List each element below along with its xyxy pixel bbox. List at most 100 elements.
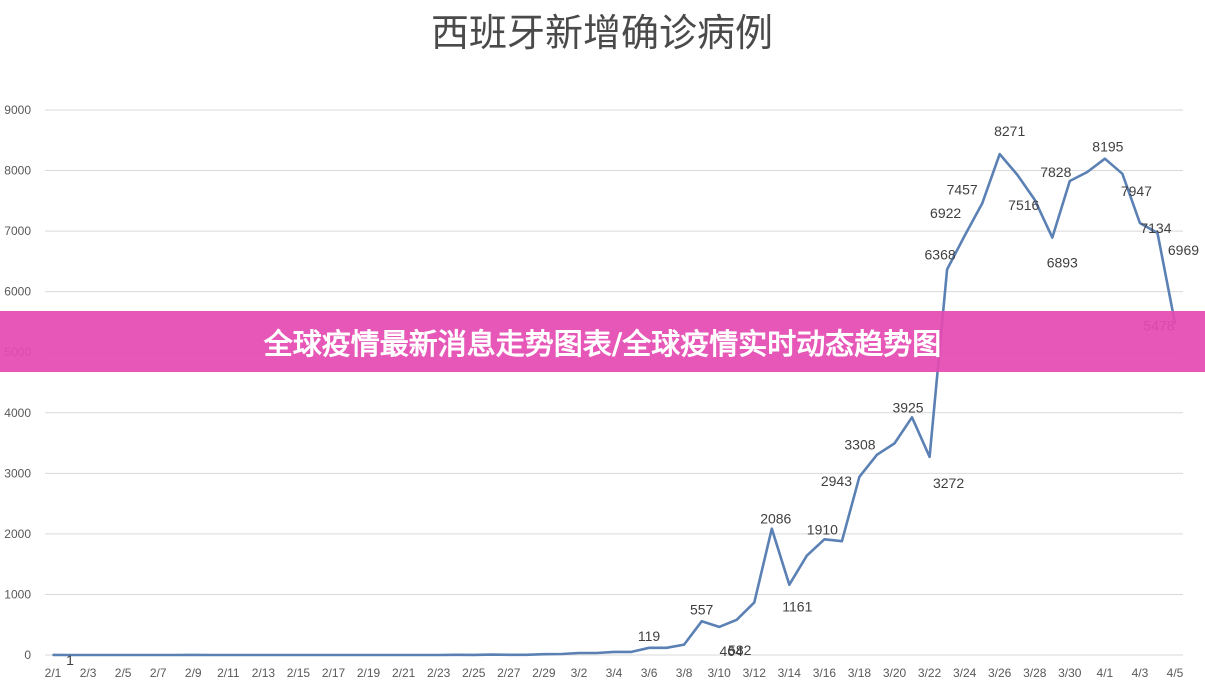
x-axis: 2/1 2/3 2/5 2/7 2/9 2/11 2/13 2/15 2/17 2/19 2/21 2… — [45, 666, 1184, 680]
y-tick-label: 4000 — [4, 406, 31, 420]
y-tick-label: 1000 — [4, 587, 31, 601]
x-tick-label: 3/12 — [743, 666, 767, 680]
y-tick-label: 2000 — [4, 527, 31, 541]
data-point — [1016, 173, 1019, 176]
y-tick-label: 6000 — [4, 285, 31, 299]
data-point — [1156, 232, 1159, 234]
data-point — [788, 583, 791, 586]
y-tick-label: 9000 — [4, 103, 31, 117]
x-tick-label: 2/3 — [80, 666, 97, 680]
y-tick-label: 3000 — [4, 466, 31, 480]
x-tick-label: 3/30 — [1058, 666, 1082, 680]
x-tick-label: 4/5 — [1167, 666, 1184, 680]
data-point — [104, 654, 107, 656]
data-point — [981, 202, 984, 205]
data-point — [963, 234, 966, 237]
data-point — [1051, 236, 1054, 239]
data-point — [174, 654, 177, 656]
x-tick-label: 3/28 — [1023, 666, 1047, 680]
data-point — [139, 654, 142, 656]
data-point — [69, 654, 72, 656]
x-tick-label: 2/13 — [252, 666, 276, 680]
data-point — [402, 654, 405, 656]
data-label: 3925 — [892, 399, 923, 415]
y-axis: 0100020003000400050006000700080009000 — [4, 103, 31, 662]
data-label: 1910 — [807, 521, 838, 537]
data-point — [525, 653, 528, 656]
data-label: 7828 — [1040, 164, 1071, 180]
data-point — [490, 653, 493, 656]
data-point — [455, 653, 458, 656]
data-point — [332, 654, 335, 656]
data-point — [367, 654, 370, 656]
data-point — [946, 268, 948, 271]
x-tick-label: 2/9 — [185, 666, 202, 680]
y-tick-label: 8000 — [4, 164, 31, 178]
data-label: 119 — [638, 628, 661, 644]
data-point — [209, 654, 212, 656]
data-point — [911, 416, 913, 419]
data-label: 1161 — [782, 599, 812, 615]
data-point — [385, 654, 387, 656]
x-tick-label: 2/15 — [287, 666, 311, 680]
x-tick-label: 3/10 — [708, 666, 732, 680]
x-tick-label: 2/25 — [462, 666, 486, 680]
data-point — [595, 652, 598, 654]
data-label: 7134 — [1140, 220, 1171, 236]
data-point — [542, 653, 545, 656]
x-tick-label: 2/7 — [150, 666, 167, 680]
data-point — [1033, 198, 1036, 201]
data-label: 582 — [728, 642, 752, 658]
data-point — [1086, 171, 1089, 173]
x-tick-label: 4/1 — [1097, 666, 1114, 680]
x-tick-label: 3/20 — [883, 666, 907, 680]
x-tick-label: 4/3 — [1132, 666, 1149, 680]
data-label: 6368 — [925, 246, 956, 262]
data-point — [858, 475, 861, 478]
data-point — [507, 653, 510, 656]
data-point — [928, 455, 931, 458]
y-tick-label: 7000 — [4, 224, 31, 238]
data-point — [578, 652, 580, 654]
data-point — [157, 654, 160, 656]
data-point — [613, 650, 615, 653]
x-tick-label: 3/2 — [571, 666, 588, 680]
data-point — [893, 442, 896, 445]
data-label: 3272 — [933, 475, 964, 491]
data-point — [665, 646, 668, 649]
data-point — [315, 654, 317, 656]
x-tick-label: 3/14 — [778, 666, 802, 680]
data-label: 7516 — [1008, 197, 1039, 213]
data-point — [350, 654, 352, 656]
data-point — [280, 654, 282, 656]
data-point — [683, 643, 686, 646]
data-label: 3308 — [844, 437, 875, 453]
data-point — [823, 538, 826, 541]
data-point — [1121, 172, 1124, 175]
data-point — [87, 654, 89, 656]
headline-banner: 全球疫情最新消息走势图表/全球疫情实时动态趋势图 — [0, 311, 1205, 372]
data-point — [805, 554, 808, 557]
data-label: 1 — [66, 652, 74, 668]
y-tick-label: 0 — [24, 648, 31, 662]
data-point — [1139, 222, 1141, 224]
data-point — [841, 540, 843, 543]
x-tick-label: 3/26 — [988, 666, 1012, 680]
x-tick-label: 2/17 — [322, 666, 346, 680]
data-label: 7457 — [947, 181, 978, 197]
x-tick-label: 3/18 — [848, 666, 872, 680]
data-label: 8195 — [1092, 139, 1123, 155]
x-tick-label: 2/29 — [532, 666, 556, 680]
data-point — [753, 601, 756, 604]
x-tick-label: 3/22 — [918, 666, 942, 680]
data-point — [718, 626, 721, 628]
data-point — [1103, 157, 1106, 160]
data-point — [876, 453, 878, 456]
data-label: 2086 — [760, 511, 791, 527]
data-label: 464 — [720, 643, 744, 659]
data-label: 8271 — [994, 123, 1025, 139]
data-point — [52, 654, 54, 656]
data-point — [700, 620, 703, 623]
